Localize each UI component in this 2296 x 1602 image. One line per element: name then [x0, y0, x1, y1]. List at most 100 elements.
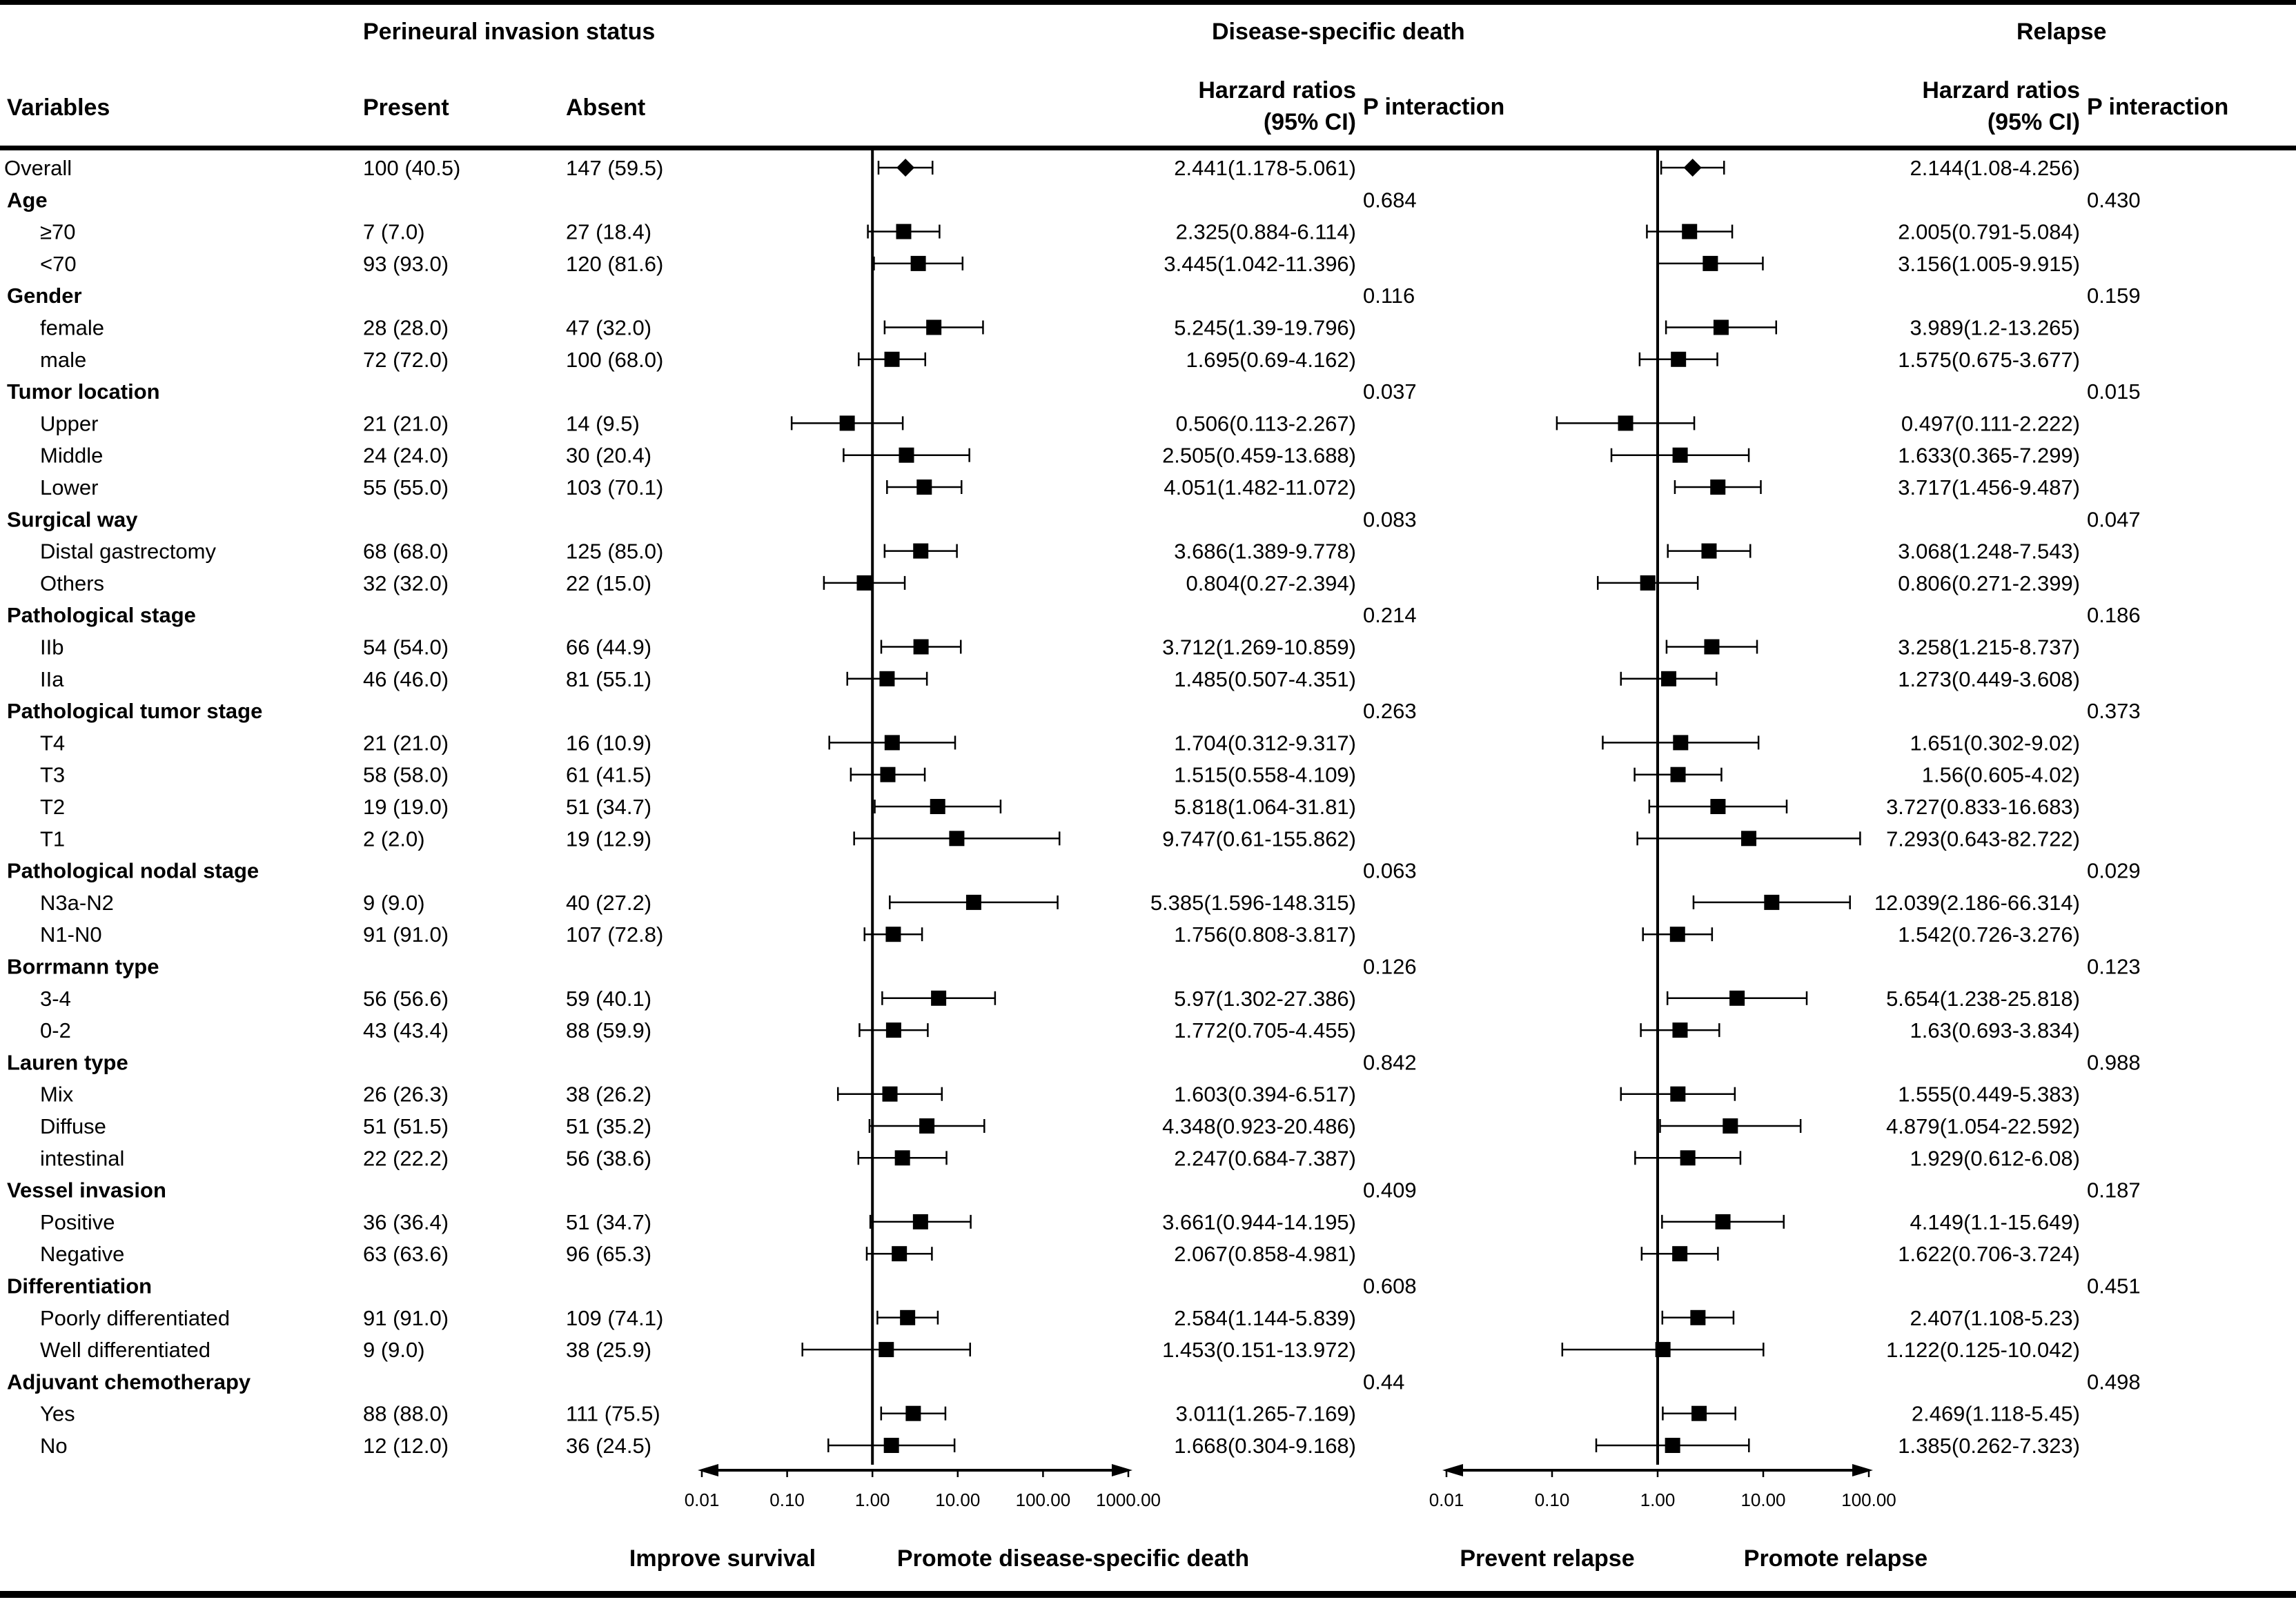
present-count: 55 (55.0): [363, 475, 449, 500]
hr-square: [965, 894, 981, 910]
group-label: Lauren type: [7, 1050, 128, 1074]
hr-square: [1665, 1438, 1680, 1453]
subgroup-label: N1-N0: [40, 922, 102, 947]
absent-count: 81 (55.1): [566, 667, 651, 691]
absent-count: 109 (74.1): [566, 1306, 663, 1330]
tick-label: 1000.00: [1096, 1490, 1161, 1510]
hr-square: [1701, 543, 1717, 559]
subgroup-label: Upper: [40, 411, 98, 435]
subgroup-label: T4: [40, 731, 65, 755]
present-count: 7 (7.0): [363, 220, 425, 244]
absent-count: 51 (34.7): [566, 795, 651, 819]
hr-square: [930, 799, 945, 814]
group-label: Pathological stage: [7, 603, 196, 627]
present-count: 91 (91.0): [363, 1306, 449, 1330]
present-count: 46 (46.0): [363, 667, 449, 691]
hr-square: [916, 479, 932, 495]
hr-square: [1671, 351, 1687, 367]
tick-label: 10.00: [1740, 1490, 1785, 1510]
subgroup-label: Negative: [40, 1242, 124, 1266]
group-label: Tumor location: [7, 379, 160, 404]
hr-ci-value: 0.497(0.111-2.222): [1901, 411, 2080, 435]
hr-ci-value: 5.97(1.302-27.386): [1174, 987, 1356, 1011]
p-interaction-value: 0.015: [2087, 379, 2141, 404]
hr-square: [1680, 1150, 1696, 1166]
hr-ci-value: 3.011(1.265-7.169): [1176, 1402, 1356, 1426]
group-label: Pathological nodal stage: [7, 859, 259, 883]
subgroup-label: Lower: [40, 475, 98, 500]
tick-label: 1.00: [855, 1490, 890, 1510]
present-count: 68 (68.0): [363, 540, 449, 564]
overall-diamond: [896, 159, 915, 177]
absent-count: 107 (72.8): [566, 922, 663, 947]
hr-square: [856, 575, 872, 591]
hr-ci-value: 1.603(0.394-6.517): [1174, 1082, 1356, 1107]
dsd-forest-panel: 2.441(1.178-5.061) 0.684 2.325(0.884-6.114…: [685, 150, 1417, 1510]
header-rule: [0, 146, 2296, 150]
hr-ci-value: 0.806(0.271-2.399): [1898, 571, 2080, 595]
absent-count: 51 (35.2): [566, 1114, 651, 1138]
hr-ci-value: 1.756(0.808-3.817): [1174, 922, 1356, 947]
p-interaction-value: 0.988: [2087, 1050, 2141, 1074]
subgroup-label: Poorly differentiated: [40, 1306, 230, 1330]
subgroup-label: T3: [40, 763, 65, 787]
present-count: 91 (91.0): [363, 922, 449, 947]
absent-count: 40 (27.2): [566, 891, 651, 915]
p-interaction-value: 0.187: [2087, 1178, 2141, 1203]
present-count: 22 (22.2): [363, 1146, 449, 1170]
hr-square: [1672, 1246, 1688, 1262]
relapse-p-interaction-header: P interaction: [2087, 94, 2228, 120]
present-count: 12 (12.0): [363, 1434, 449, 1458]
hr-square: [910, 255, 926, 271]
group-label: Borrmann type: [7, 955, 159, 979]
subgroup-label: Others: [40, 571, 104, 595]
hr-ci-value: 1.651(0.302-9.02): [1910, 731, 2080, 755]
absent-count: 103 (70.1): [566, 475, 663, 500]
axis-arrow-left: [1442, 1464, 1463, 1476]
group-label: Pathological tumor stage: [7, 699, 262, 723]
subgroup-label: No: [40, 1434, 68, 1458]
group-label: Differentiation: [7, 1274, 152, 1298]
hr-square: [896, 224, 912, 239]
group-label: Vessel invasion: [7, 1178, 166, 1203]
tick-label: 1.00: [1640, 1490, 1676, 1510]
hr-ci-value: 3.989(1.2-13.265): [1910, 316, 2080, 340]
present-count: 28 (28.0): [363, 316, 449, 340]
relapse-left-label: Prevent relapse: [1460, 1545, 1634, 1572]
dsd-right-label: Promote disease-specific death: [897, 1545, 1249, 1572]
hr-square: [883, 1438, 899, 1453]
relapse-forest-panel: 2.144(1.08-4.256) 0.430 2.005(0.791-5.084)…: [1429, 150, 2141, 1510]
hr-ci-value: 3.727(0.833-16.683): [1886, 795, 2080, 819]
p-interaction-value: 0.451: [2087, 1274, 2141, 1298]
dsd-left-label: Improve survival: [629, 1545, 816, 1572]
hr-ci-value: 5.654(1.238-25.818): [1886, 987, 2080, 1011]
hr-ci-value: 2.469(1.118-5.45): [1912, 1402, 2080, 1426]
subgroup-label: Middle: [40, 444, 103, 468]
hr-square: [926, 319, 942, 335]
subgroup-label: Positive: [40, 1210, 115, 1234]
p-interaction-value: 0.037: [1363, 379, 1417, 404]
absent-count: 120 (81.6): [566, 252, 663, 276]
hr-ci-value: 1.485(0.507-4.351): [1174, 667, 1356, 691]
hr-ci-value: 1.453(0.151-13.972): [1162, 1338, 1356, 1362]
present-count: 32 (32.0): [363, 571, 449, 595]
hr-square: [919, 1118, 935, 1134]
hr-square: [949, 831, 965, 847]
tick-label: 0.10: [769, 1490, 805, 1510]
tick-label: 0.01: [1429, 1490, 1464, 1510]
present-count: 36 (36.4): [363, 1210, 449, 1234]
absent-count: 22 (15.0): [566, 571, 651, 595]
absent-count: 38 (26.2): [566, 1082, 651, 1107]
hr-square: [880, 767, 896, 782]
hr-ci-value: 3.258(1.215-8.737): [1898, 635, 2080, 660]
hr-square: [892, 1246, 907, 1262]
present-count: 58 (58.0): [363, 763, 449, 787]
subgroup-label: <70: [40, 252, 77, 276]
hr-ci-value: 1.668(0.304-9.168): [1174, 1434, 1356, 1458]
hr-ci-value: 3.661(0.944-14.195): [1162, 1210, 1356, 1234]
tick-label: 100.00: [1016, 1490, 1071, 1510]
hr-square: [1661, 671, 1677, 686]
absent-count: 56 (38.6): [566, 1146, 651, 1170]
hr-square: [839, 415, 855, 431]
p-interaction-value: 0.029: [2087, 859, 2141, 883]
